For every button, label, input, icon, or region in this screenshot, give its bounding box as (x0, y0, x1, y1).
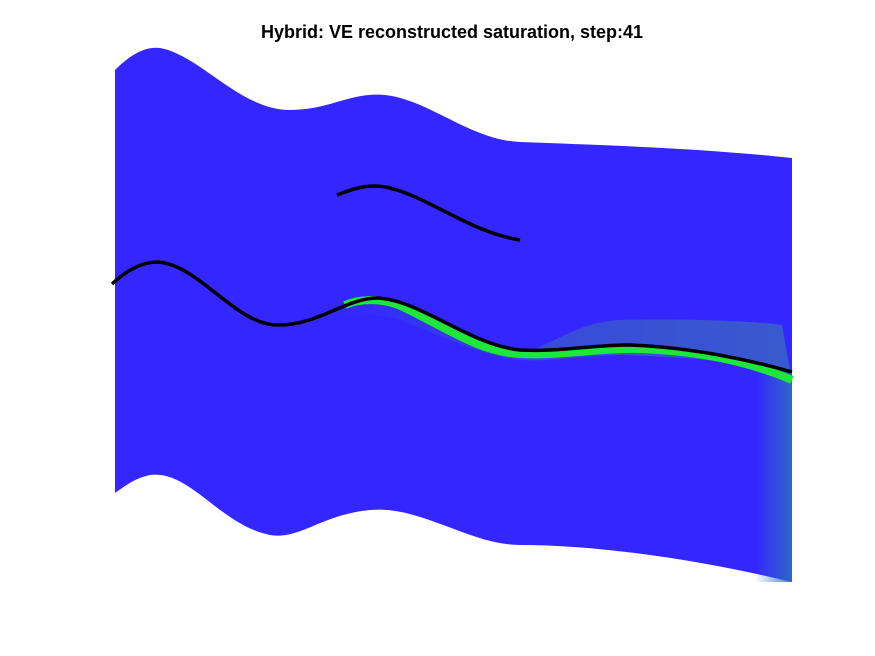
upper-fault (336, 184, 521, 242)
co2-front (343, 296, 794, 384)
plot-title: Hybrid: VE reconstructed saturation, ste… (261, 22, 643, 42)
right-plume (755, 370, 792, 582)
lower-fault (110, 260, 793, 374)
reservoir-domain (115, 47, 792, 583)
